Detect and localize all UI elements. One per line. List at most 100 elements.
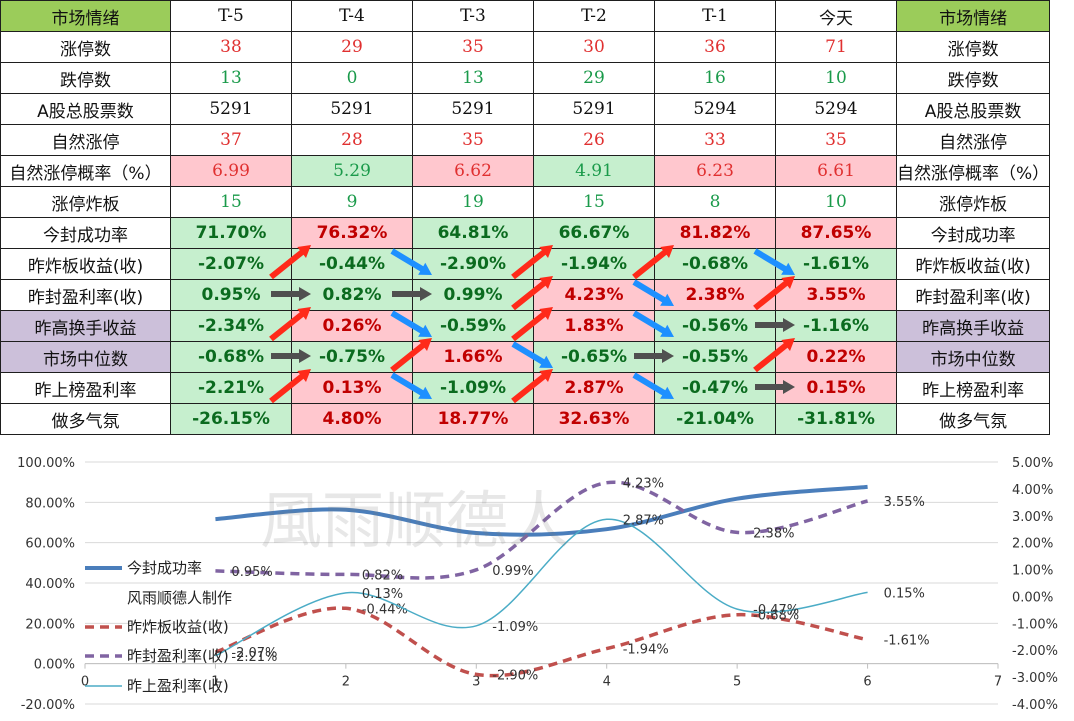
table-cell[interactable]: -2.21%	[170, 372, 292, 404]
table-cell[interactable]: 4.23%	[533, 279, 655, 311]
table-cell[interactable]: 37	[170, 124, 292, 156]
table-cell[interactable]: 26	[533, 124, 655, 156]
table-cell[interactable]: 6.61	[775, 155, 897, 187]
table-row: 昨高换手收益 -2.34% 0.26% -0.59% 1.83% -0.56% -1.16%…	[0, 310, 1051, 342]
table-cell[interactable]: 1.66%	[412, 341, 534, 373]
left-axis-tick-label: 40.00%	[25, 577, 75, 592]
table-cell[interactable]: 0.99%	[412, 279, 534, 311]
table-cell[interactable]: 5291	[533, 93, 655, 125]
table-cell[interactable]: 38	[170, 31, 292, 63]
table-cell[interactable]: -1.16%	[775, 310, 897, 342]
table-cell[interactable]: 5291	[412, 93, 534, 125]
table-cell[interactable]: 15	[533, 186, 655, 218]
table-cell[interactable]: 0.82%	[291, 279, 413, 311]
table-cell[interactable]: 2.87%	[533, 372, 655, 404]
table-cell[interactable]: -0.68%	[654, 248, 776, 280]
table-row: 今封成功率 71.70% 76.32% 64.81% 66.67% 81.82% 87.65…	[0, 217, 1051, 249]
table-cell[interactable]: -0.47%	[654, 372, 776, 404]
table-cell[interactable]: 71	[775, 31, 897, 63]
x-axis-tick-label: 3	[472, 675, 480, 690]
table-cell[interactable]: 5291	[291, 93, 413, 125]
table-cell[interactable]: 0	[291, 62, 413, 94]
table-cell[interactable]: 32.63%	[533, 403, 655, 435]
table-cell[interactable]: 35	[412, 124, 534, 156]
table-cell[interactable]: -31.81%	[775, 403, 897, 435]
table-cell[interactable]: 81.82%	[654, 217, 776, 249]
table-cell[interactable]: 5294	[654, 93, 776, 125]
table-cell[interactable]: -2.34%	[170, 310, 292, 342]
table-cell[interactable]: -2.07%	[170, 248, 292, 280]
table-cell[interactable]: 13	[170, 62, 292, 94]
table-cell[interactable]: 8	[654, 186, 776, 218]
table-cell[interactable]: 33	[654, 124, 776, 156]
table-cell[interactable]: 1.83%	[533, 310, 655, 342]
data-label: 0.82%	[362, 568, 403, 583]
table-cell[interactable]: 3.55%	[775, 279, 897, 311]
table-cell[interactable]: -0.56%	[654, 310, 776, 342]
table-cell[interactable]: 87.65%	[775, 217, 897, 249]
table-cell[interactable]: 6.23	[654, 155, 776, 187]
data-label: -0.47%	[753, 603, 799, 618]
row-label: 涨停炸板	[0, 186, 171, 218]
table-cell[interactable]: -0.44%	[291, 248, 413, 280]
table-cell[interactable]: -0.75%	[291, 341, 413, 373]
table-cell[interactable]: 64.81%	[412, 217, 534, 249]
table-cell[interactable]: 29	[533, 62, 655, 94]
column-header: T-5	[170, 0, 292, 32]
table-cell[interactable]: -0.68%	[170, 341, 292, 373]
table-cell[interactable]: 29	[291, 31, 413, 63]
table-cell[interactable]: 0.95%	[170, 279, 292, 311]
table-cell[interactable]: 15	[170, 186, 292, 218]
series-line-3	[215, 518, 868, 657]
table-cell[interactable]: -1.94%	[533, 248, 655, 280]
table-row: 昨封盈利率(收) 0.95% 0.82% 0.99% 4.23% 2.38% 3.55% 昨封…	[0, 279, 1051, 311]
data-label: 2.87%	[623, 513, 664, 528]
table-cell[interactable]: 0.15%	[775, 372, 897, 404]
table-cell[interactable]: 71.70%	[170, 217, 292, 249]
table-cell[interactable]: 76.32%	[291, 217, 413, 249]
table-cell[interactable]: 30	[533, 31, 655, 63]
table-cell[interactable]: 6.62	[412, 155, 534, 187]
row-label-right: 昨高换手收益	[895, 310, 1051, 342]
table-cell[interactable]: 35	[775, 124, 897, 156]
table-cell[interactable]: 0.13%	[291, 372, 413, 404]
table-cell[interactable]: 36	[654, 31, 776, 63]
table-cell[interactable]: 5.29	[291, 155, 413, 187]
table-cell[interactable]: -1.61%	[775, 248, 897, 280]
table-cell[interactable]: -2.90%	[412, 248, 534, 280]
table-row: 昨上榜盈利率 -2.21% 0.13% -1.09% 2.87% -0.47% 0.15% 昨…	[0, 372, 1051, 404]
table-cell[interactable]: 4.91	[533, 155, 655, 187]
table-cell[interactable]: -0.59%	[412, 310, 534, 342]
table-cell[interactable]: -0.65%	[533, 341, 655, 373]
table-cell[interactable]: -26.15%	[170, 403, 292, 435]
table-cell[interactable]: 0.22%	[775, 341, 897, 373]
data-label: 3.55%	[884, 495, 925, 510]
table-cell[interactable]: 35	[412, 31, 534, 63]
data-label: -0.44%	[362, 602, 408, 617]
table-cell[interactable]: 10	[775, 62, 897, 94]
x-axis-tick-label: 0	[81, 675, 89, 690]
table-cell[interactable]: 5291	[170, 93, 292, 125]
table-cell[interactable]: -21.04%	[654, 403, 776, 435]
table-cell[interactable]: 16	[654, 62, 776, 94]
table-cell[interactable]: 18.77%	[412, 403, 534, 435]
table-cell[interactable]: 66.67%	[533, 217, 655, 249]
row-label-right: 昨炸板收益(收)	[895, 248, 1051, 280]
table-cell[interactable]: 6.99	[170, 155, 292, 187]
table-cell[interactable]: 0.26%	[291, 310, 413, 342]
table-cell[interactable]: -1.09%	[412, 372, 534, 404]
table-row: 昨炸板收益(收) -2.07% -0.44% -2.90% -1.94% -0.68% -1…	[0, 248, 1051, 280]
row-label-right: 昨封盈利率(收)	[895, 279, 1051, 311]
table-row: 涨停炸板 15 9 19 15 8 10 涨停炸板	[0, 186, 1051, 218]
table-cell[interactable]: 10	[775, 186, 897, 218]
table-cell[interactable]: 4.80%	[291, 403, 413, 435]
table-cell[interactable]: 28	[291, 124, 413, 156]
table-cell[interactable]: 5294	[775, 93, 897, 125]
table-cell[interactable]: 9	[291, 186, 413, 218]
table-cell[interactable]: -0.55%	[654, 341, 776, 373]
data-label: 2.38%	[753, 526, 794, 541]
table-cell[interactable]: 2.38%	[654, 279, 776, 311]
table-cell[interactable]: 13	[412, 62, 534, 94]
right-axis-tick-label: -3.00%	[1012, 671, 1058, 686]
table-cell[interactable]: 19	[412, 186, 534, 218]
